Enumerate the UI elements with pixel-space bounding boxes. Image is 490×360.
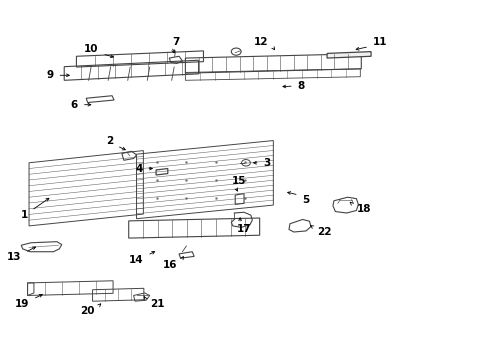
Text: 10: 10 <box>84 44 98 54</box>
Text: 9: 9 <box>47 70 53 80</box>
Text: 3: 3 <box>264 158 271 168</box>
Text: 2: 2 <box>106 136 113 146</box>
Text: 21: 21 <box>150 299 164 309</box>
Text: 20: 20 <box>80 306 95 316</box>
Text: 6: 6 <box>71 100 78 110</box>
Text: 11: 11 <box>373 37 388 46</box>
Text: 15: 15 <box>232 176 246 186</box>
Text: 19: 19 <box>15 299 29 309</box>
Text: 7: 7 <box>172 37 179 46</box>
Text: 5: 5 <box>303 195 310 205</box>
Text: 12: 12 <box>254 37 269 46</box>
Text: 17: 17 <box>237 224 251 234</box>
Text: 13: 13 <box>7 252 21 262</box>
Text: 4: 4 <box>135 163 143 174</box>
Text: 18: 18 <box>356 204 371 215</box>
Text: 14: 14 <box>129 255 144 265</box>
Text: 22: 22 <box>318 227 332 237</box>
Polygon shape <box>327 51 371 58</box>
Text: 16: 16 <box>163 260 177 270</box>
Text: 8: 8 <box>298 81 305 91</box>
Text: 1: 1 <box>20 211 27 220</box>
